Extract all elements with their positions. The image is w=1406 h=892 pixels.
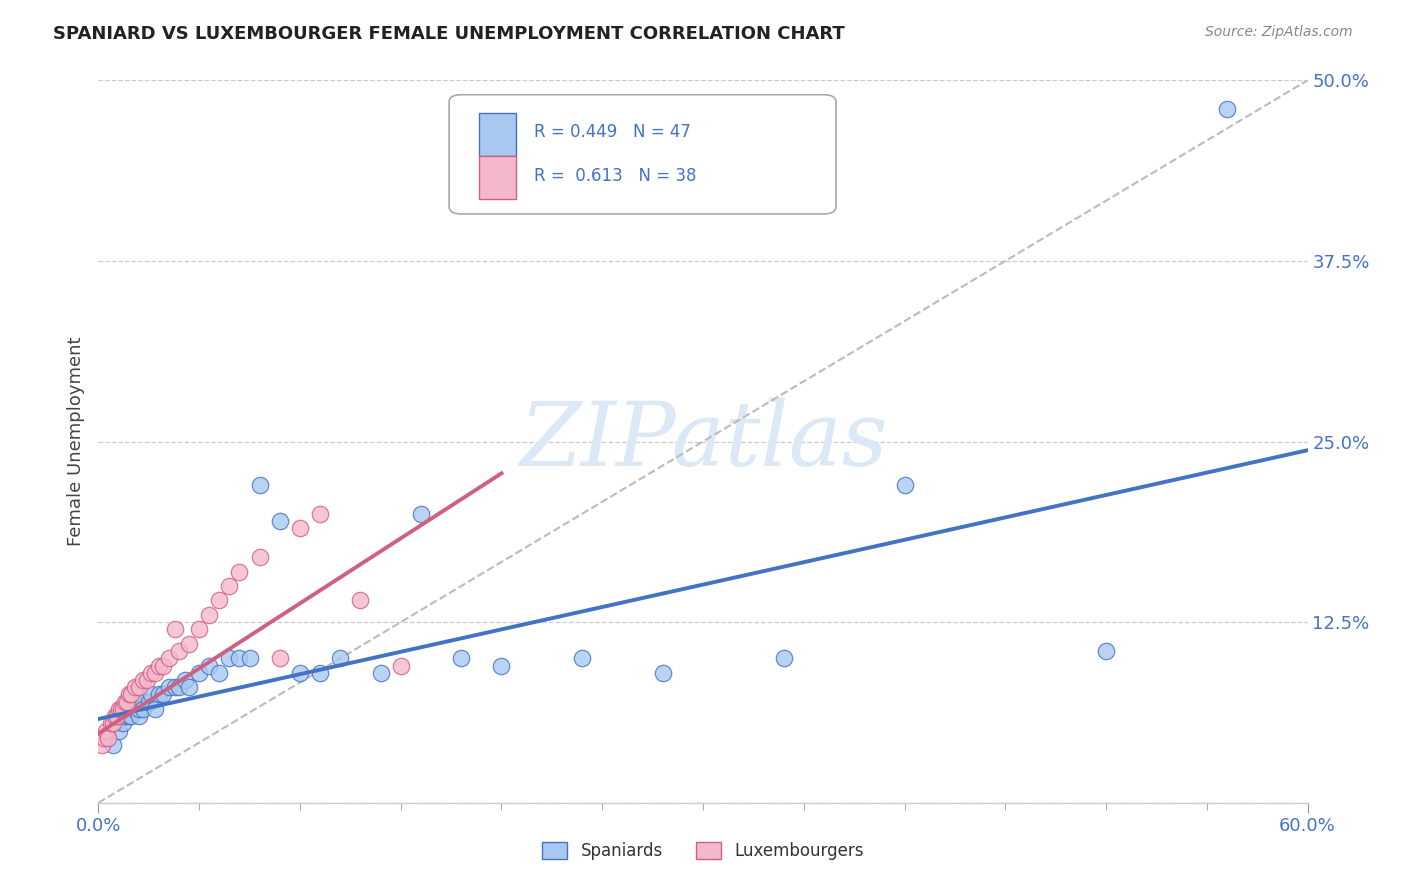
Point xyxy=(107,723,129,738)
Point xyxy=(167,680,190,694)
Point xyxy=(132,702,155,716)
Point xyxy=(893,478,915,492)
Point xyxy=(107,702,129,716)
Point xyxy=(100,716,122,731)
Point xyxy=(97,731,120,745)
Point xyxy=(269,514,291,528)
Point xyxy=(128,680,150,694)
Point xyxy=(249,478,271,492)
Point xyxy=(107,709,129,723)
Point xyxy=(288,521,311,535)
Point xyxy=(329,651,352,665)
Point xyxy=(571,651,593,665)
Point xyxy=(188,623,211,637)
Point xyxy=(179,637,201,651)
Text: SPANIARD VS LUXEMBOURGER FEMALE UNEMPLOYMENT CORRELATION CHART: SPANIARD VS LUXEMBOURGER FEMALE UNEMPLOY… xyxy=(53,25,845,43)
Point xyxy=(148,687,170,701)
Point xyxy=(228,565,250,579)
Point xyxy=(218,651,240,665)
Point xyxy=(139,665,162,680)
Point xyxy=(167,644,190,658)
Point xyxy=(409,507,432,521)
Point xyxy=(1095,644,1118,658)
Point xyxy=(198,607,221,622)
Point xyxy=(163,623,186,637)
Text: ZIPatlas: ZIPatlas xyxy=(519,398,887,485)
Text: Source: ZipAtlas.com: Source: ZipAtlas.com xyxy=(1205,25,1353,39)
Point xyxy=(139,687,162,701)
Point xyxy=(103,709,125,723)
Point xyxy=(651,665,673,680)
Point xyxy=(309,665,332,680)
Point xyxy=(128,702,150,716)
Point xyxy=(132,673,155,687)
Point xyxy=(143,702,166,716)
Point xyxy=(174,673,197,687)
Point xyxy=(450,651,472,665)
Point xyxy=(118,709,141,723)
Point xyxy=(157,680,180,694)
Point xyxy=(288,665,311,680)
Point xyxy=(188,665,211,680)
Point xyxy=(772,651,794,665)
Point xyxy=(138,695,160,709)
Point xyxy=(179,680,201,694)
Point xyxy=(135,673,157,687)
Point xyxy=(114,695,136,709)
Text: R = 0.449   N = 47: R = 0.449 N = 47 xyxy=(534,123,690,141)
FancyBboxPatch shape xyxy=(479,156,516,200)
Point xyxy=(105,709,128,723)
Point xyxy=(124,695,146,709)
Point xyxy=(491,658,513,673)
Point xyxy=(93,731,115,745)
Point xyxy=(370,665,392,680)
Point xyxy=(148,658,170,673)
Point xyxy=(152,687,174,701)
Point xyxy=(111,702,134,716)
Legend: Spaniards, Luxembourgers: Spaniards, Luxembourgers xyxy=(536,835,870,867)
Point xyxy=(269,651,291,665)
Point xyxy=(115,695,138,709)
Text: R =  0.613   N = 38: R = 0.613 N = 38 xyxy=(534,167,696,185)
Point xyxy=(118,687,141,701)
Point xyxy=(120,687,142,701)
Point xyxy=(1216,102,1239,116)
Point xyxy=(118,702,141,716)
FancyBboxPatch shape xyxy=(449,95,837,214)
Point xyxy=(349,593,371,607)
Point xyxy=(152,658,174,673)
Point xyxy=(103,716,125,731)
Point xyxy=(124,702,146,716)
Point xyxy=(218,579,240,593)
Point xyxy=(124,680,146,694)
Point xyxy=(132,695,155,709)
Point xyxy=(239,651,262,665)
Point xyxy=(228,651,250,665)
Point xyxy=(111,716,134,731)
Point xyxy=(101,738,124,752)
Point xyxy=(208,593,231,607)
Y-axis label: Female Unemployment: Female Unemployment xyxy=(66,337,84,546)
Point xyxy=(389,658,412,673)
FancyBboxPatch shape xyxy=(479,112,516,156)
Point xyxy=(120,709,142,723)
Point xyxy=(249,550,271,565)
Point xyxy=(110,702,132,716)
Point xyxy=(97,731,120,745)
Point xyxy=(208,665,231,680)
Point xyxy=(91,738,114,752)
Point xyxy=(143,665,166,680)
Point xyxy=(198,658,221,673)
Point xyxy=(157,651,180,665)
Point xyxy=(309,507,332,521)
Point xyxy=(128,709,150,723)
Point xyxy=(114,709,136,723)
Point xyxy=(163,680,186,694)
Point xyxy=(96,723,118,738)
Point xyxy=(101,716,124,731)
